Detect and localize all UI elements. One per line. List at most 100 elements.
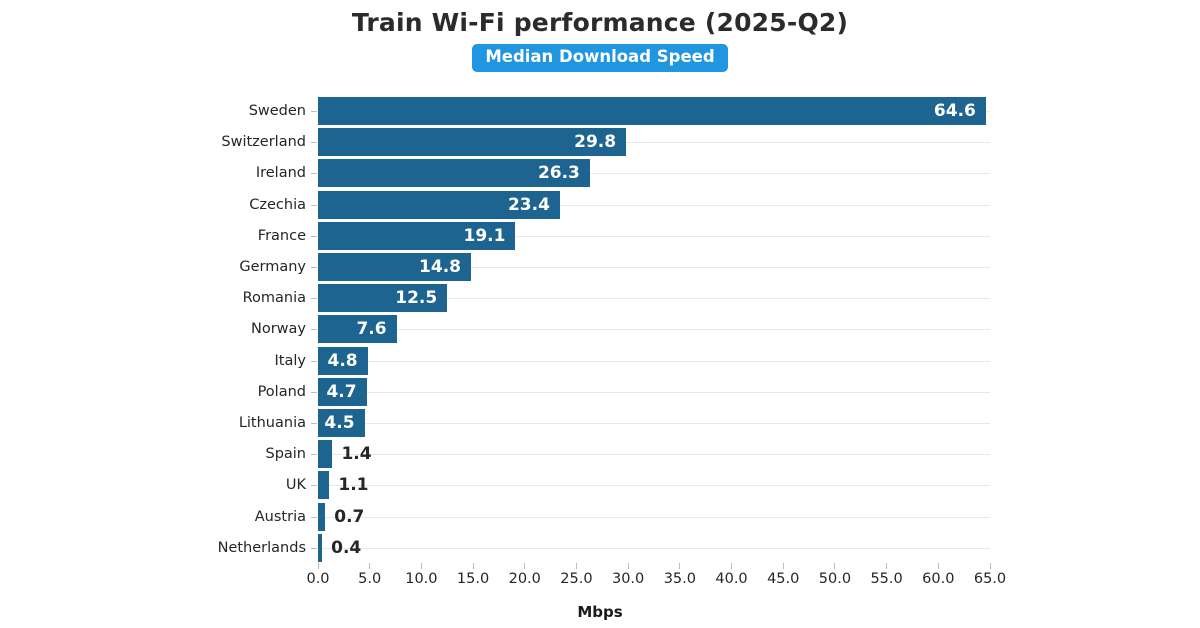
category-label: UK [285, 477, 306, 494]
gridline [318, 329, 990, 331]
gridline [318, 235, 990, 237]
x-tick-mark [627, 563, 629, 569]
y-tick-mark [311, 173, 317, 175]
gridline [318, 204, 990, 206]
x-tick-mark [420, 563, 422, 569]
y-tick-mark [311, 329, 317, 331]
y-tick-mark [311, 111, 317, 112]
bar [318, 471, 330, 500]
x-tick-mark [782, 563, 784, 569]
bar [318, 409, 365, 437]
value-label: 19.1 [463, 225, 506, 246]
value-label: 4.5 [324, 413, 355, 433]
gridline [318, 485, 990, 487]
value-label: 64.6 [933, 101, 976, 121]
bar [318, 284, 448, 313]
category-label: Czechia [249, 196, 306, 213]
category-label: Germany [239, 259, 306, 275]
value-label: 0.4 [331, 537, 362, 558]
bar [318, 533, 323, 562]
bar [318, 97, 986, 125]
value-label: 1.4 [341, 444, 372, 465]
value-label: 0.7 [334, 506, 365, 527]
x-tick-mark [731, 563, 733, 569]
value-label: 14.8 [419, 257, 461, 277]
bar [318, 377, 367, 406]
x-tick-label: 0.0 [306, 571, 330, 587]
x-tick-mark [317, 563, 319, 569]
bar [318, 159, 590, 188]
x-tick-mark [834, 563, 836, 569]
x-tick-label: 15.0 [456, 571, 490, 587]
x-tick-label: 5.0 [358, 571, 382, 587]
category-label: Ireland [255, 165, 306, 182]
bar [318, 440, 333, 469]
x-tick-label: 55.0 [870, 571, 903, 587]
x-tick-label: 45.0 [767, 571, 800, 587]
x-tick-label: 25.0 [560, 571, 593, 587]
category-label: France [257, 227, 306, 244]
y-tick-mark [311, 485, 317, 487]
y-tick-mark [311, 516, 317, 518]
bar [318, 315, 397, 344]
y-tick-mark [311, 454, 317, 456]
value-label: 29.8 [574, 132, 617, 153]
gridline [318, 142, 990, 144]
y-tick-mark [311, 423, 317, 424]
value-label: 4.8 [327, 350, 358, 371]
legend-badge[interactable]: Median Download Speed [472, 44, 728, 72]
value-label: 23.4 [507, 194, 550, 215]
category-label: Lithuania [238, 415, 306, 431]
y-tick-mark [311, 142, 317, 144]
category-label: Austria [254, 508, 306, 525]
y-tick-mark [311, 391, 317, 393]
gridline [318, 298, 990, 300]
x-tick-mark [937, 563, 939, 569]
category-label: Sweden [248, 103, 306, 119]
x-tick-label: 30.0 [611, 571, 645, 587]
value-label: 1.1 [338, 475, 369, 496]
x-tick-mark [369, 563, 371, 569]
y-tick-mark [311, 298, 317, 300]
gridline [318, 547, 990, 549]
y-tick-mark [311, 235, 317, 237]
gridline [318, 423, 990, 424]
category-label: Switzerland [221, 134, 306, 151]
value-label: 7.6 [356, 319, 387, 340]
x-tick-label: 50.0 [818, 571, 852, 587]
chart-title: Train Wi-Fi performance (2025-Q2) [351, 8, 849, 37]
plot-area: Sweden 64.6 Switzerland 29.8 Ireland 26.3 Czec… [218, 95, 1006, 587]
x-tick-label: 65.0 [973, 571, 1007, 587]
x-tick-label: 10.0 [405, 571, 438, 587]
bar [318, 502, 326, 531]
legend-badge-container: Median Download Speed [0, 44, 1200, 72]
gridline [318, 391, 990, 393]
y-tick-mark [311, 360, 317, 362]
x-tick-mark [886, 563, 888, 569]
gridline [318, 360, 990, 362]
x-tick-label: 35.0 [663, 571, 696, 587]
x-tick-label: 40.0 [715, 571, 748, 587]
category-label: Italy [274, 352, 306, 369]
category-label: Poland [257, 383, 306, 400]
x-tick-mark [575, 563, 577, 569]
x-tick-mark [524, 563, 526, 569]
gridline [318, 516, 990, 518]
category-label: Romania [242, 290, 306, 307]
bar [318, 253, 471, 281]
x-tick-mark [472, 563, 474, 569]
y-tick-mark [311, 204, 317, 206]
x-tick-mark [989, 563, 991, 569]
bar [318, 128, 627, 157]
category-label: Spain [265, 446, 306, 463]
bar [318, 346, 368, 375]
category-label: Netherlands [217, 539, 306, 556]
value-label: 26.3 [537, 163, 580, 184]
gridline [318, 454, 990, 456]
value-label: 4.7 [326, 381, 357, 402]
category-label: Norway [250, 321, 306, 338]
x-tick-label: 60.0 [922, 571, 955, 587]
bar [318, 190, 560, 219]
y-tick-mark [311, 267, 317, 268]
